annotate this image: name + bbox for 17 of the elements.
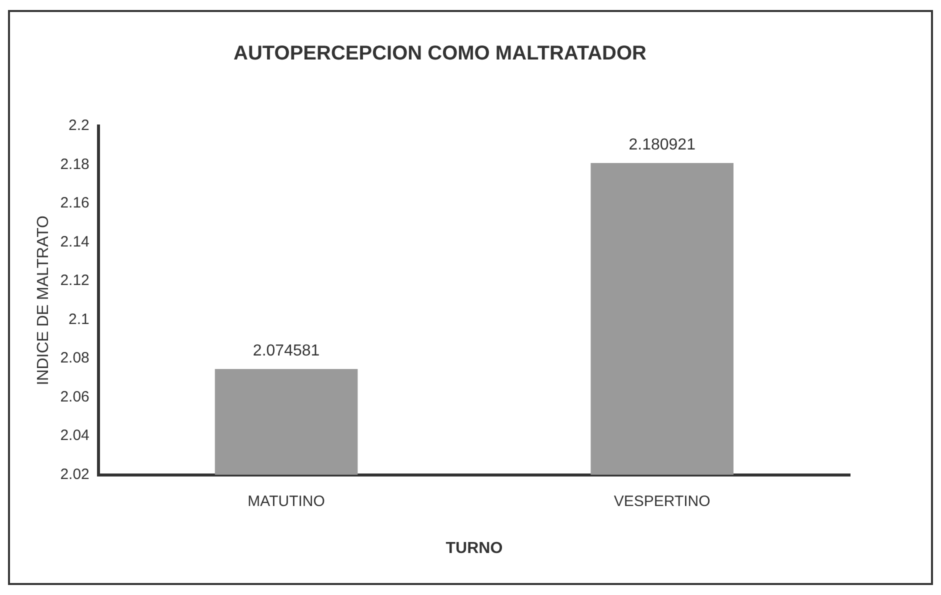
y-tick-label: 2.08 [60,350,90,367]
y-tick-label: 2.02 [60,466,90,483]
x-tick-label: MATUTINO [248,492,325,510]
x-axis-title: TURNO [446,540,503,557]
y-tick-label: 2.18 [60,156,90,173]
y-tick-label: 2.1 [68,310,90,328]
y-tick-label: 2.16 [60,194,90,212]
x-tick-label: VESPERTINO [614,492,710,510]
y-axis-title: INDICE DE MALTRATO [35,216,52,386]
y-tick-label: 2.12 [60,272,90,290]
chart-title: AUTOPERCEPCION COMO MALTRATADOR [234,42,648,65]
data-label: 2.074581 [252,342,320,360]
y-tick-label: 2.2 [68,117,90,134]
y-tick-label: 2.06 [60,388,90,406]
y-tick-label: 2.14 [60,233,90,250]
y-tick-label: 2.04 [60,427,90,444]
data-label: 2.180921 [628,136,696,154]
